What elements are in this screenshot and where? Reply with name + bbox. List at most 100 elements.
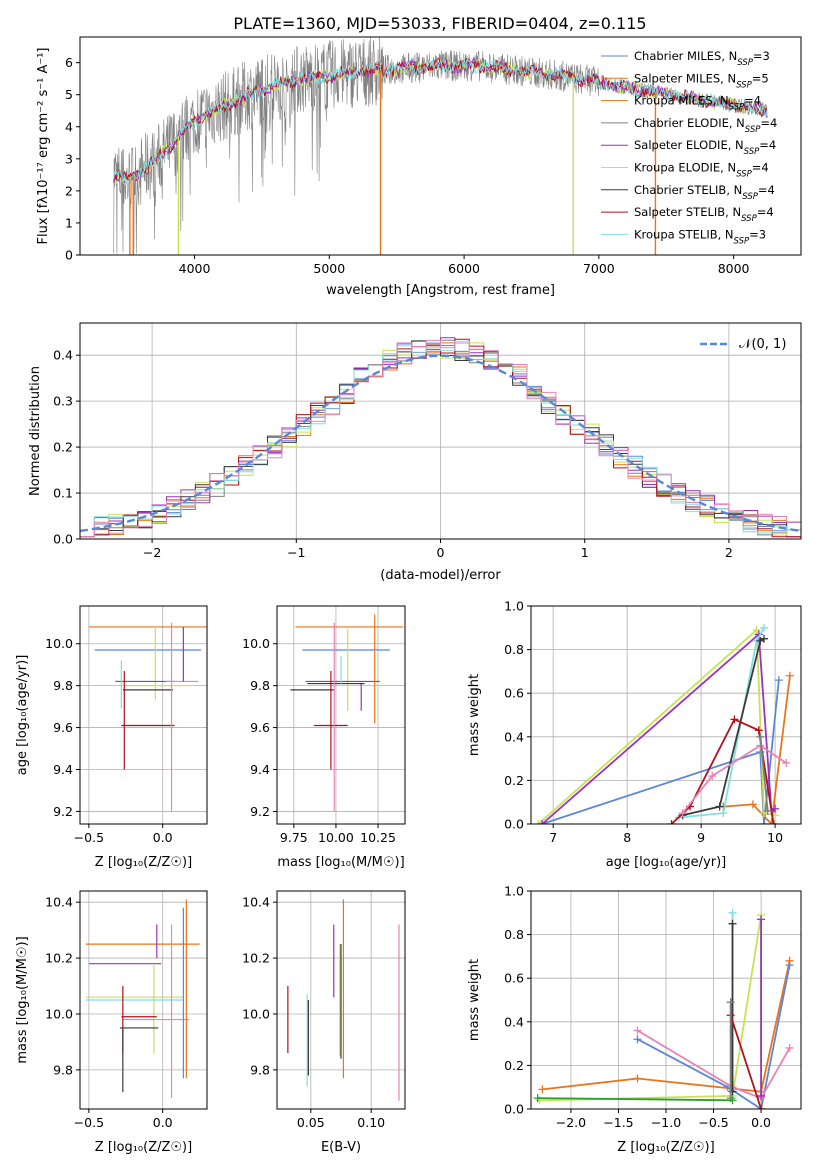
weight-line [678,627,765,819]
x-tick-label: −1 [287,545,305,560]
weight-line [541,632,776,824]
weight-marker [728,919,737,928]
y-tick-label: 0.0 [504,1102,524,1117]
weight-line [637,1029,791,1100]
weight-series [533,908,794,1109]
errorbars [85,899,200,1098]
y-axis-label: mass weight [467,674,482,756]
x-tick-label: 1 [581,545,589,560]
weight-vs-age-panel: 7 8 9 10 0.0 0.2 0.4 0.6 0.8 1.0 age [log₁₀(age/yr… [467,599,802,870]
weight-line [537,1097,733,1102]
x-tick-label: 8 [623,830,631,845]
x-axis-label: wavelength [Angstrom, rest frame] [326,283,555,298]
x-tick-label: −2.0 [556,1115,586,1130]
y-tick-label: 9.6 [53,720,73,735]
y-tick-label: 0.6 [504,686,524,701]
weight-marker [752,625,761,634]
y-tick-label: 0.8 [504,642,524,657]
x-tick-label: 7 [549,830,557,845]
weight-marker [633,1035,642,1044]
legend-entry: Kroupa ELODIE, NSSP=4 [634,161,769,180]
weight-marker [757,915,766,924]
weight-marker [771,804,780,813]
spectrum-traces [113,37,768,255]
spectrum-panel: 4000 5000 6000 7000 8000 0 1 2 3 4 5 6 wavelength [A… [36,36,802,298]
y-tick-label: 1 [65,215,73,230]
y-tick-label: 10.2 [45,951,73,966]
weight-marker [719,809,728,818]
axes-frame [79,605,208,825]
plot-layer: 4000 5000 6000 7000 8000 0 1 2 3 4 5 6 wavelength [A… [15,36,802,1155]
weight-line [723,675,791,824]
y-axis-label: Flux [fλ10⁻¹⁷ erg cm⁻² s⁻¹ A⁻¹] [36,48,51,245]
x-tick-label: −1.5 [603,1115,633,1130]
x-axis-label: Z [log₁₀(Z/Z☉)] [617,1140,714,1155]
y-tick-label: 9.2 [53,804,73,819]
y-tick-label: 0.0 [53,532,73,547]
weight-marker [785,961,794,970]
legend-entry: Chabrier MILES, NSSP=3 [634,49,770,68]
axes-frame [530,605,802,825]
x-tick-label: 9.75 [280,830,308,845]
histogram-panel: −2 −1 0 1 2 0.0 0.1 0.2 0.3 0.4 (data-model)/error… [28,322,802,583]
x-tick-label: 9 [697,830,705,845]
y-tick-label: 10.0 [242,1006,270,1021]
weight-marker [728,908,737,917]
y-tick-label: 6 [65,55,73,70]
figure-title: PLATE=1360, MJD=53033, FIBERID=0404, z=0… [233,14,646,33]
y-tick-label: 5 [65,87,73,102]
x-tick-label: −0.5 [74,1115,104,1130]
y-tick-label: 9.2 [250,804,270,819]
legend-entry: 𝒩(0, 1) [739,337,786,352]
y-tick-label: 9.4 [53,762,73,777]
y-tick-label: 10.2 [242,951,270,966]
weight-marker [785,1043,794,1052]
errorbars [88,622,207,812]
x-tick-label: −0.5 [698,1115,728,1130]
x-tick-label: 6000 [448,261,480,276]
x-axis-label: E(B-V) [321,1140,361,1155]
histogram-steps [80,337,801,538]
y-axis-label: age [log₁₀(age/yr)] [15,655,30,776]
weight-marker [730,715,739,724]
axes-frame [79,890,208,1110]
weight-marker [767,820,776,824]
errorbars [287,899,400,1101]
mass-vs-EBV-panel: 0.05 0.10 9.8 10.0 10.2 10.4 E(B-V) [242,890,406,1155]
weight-line [681,744,787,814]
spectrum-model-trace [113,58,768,186]
legend-entry: Kroupa STELIB, NSSP=3 [634,227,766,246]
weight-line [637,964,791,1109]
weight-marker [726,998,735,1007]
weight-line [729,1015,762,1109]
y-tick-label: 0.3 [53,394,73,409]
weight-marker [782,758,791,767]
weight-marker [708,772,717,781]
x-axis-label: Z [log₁₀(Z/Z☉)] [95,855,192,870]
weight-marker [760,820,769,824]
weight-marker [774,676,783,685]
x-axis-label: Z [log₁₀(Z/Z☉)] [95,1140,192,1155]
x-tick-label: 5000 [313,261,345,276]
axes-frame [276,890,406,1110]
y-tick-label: 9.8 [53,678,73,693]
legend-entry: Kroupa MILES, NSSP=4 [634,94,761,113]
y-axis-label: mass weight [467,959,482,1041]
y-tick-label: 4 [65,119,73,134]
x-tick-label: 10 [767,830,783,845]
x-tick-label: 0 [437,545,445,560]
x-tick-label: −0.5 [74,830,104,845]
y-tick-label: 1.0 [504,884,524,899]
y-tick-label: 0.4 [504,1014,524,1029]
axes-frame [79,36,802,256]
weight-series [534,623,794,824]
weight-marker [667,820,676,824]
x-tick-label: 0.0 [751,1115,771,1130]
x-tick-label: 10.25 [360,830,396,845]
mass-vs-Z-panel: −0.5 0.0 9.8 10.0 10.2 10.4 Z [log₁₀(Z/Z☉)] mas… [15,890,208,1155]
weight-marker [785,671,794,680]
y-tick-label: 1.0 [504,599,524,614]
weight-marker [533,1094,542,1103]
weight-line [541,680,780,824]
age-vs-mass-panel: 9.75 10.00 10.25 9.2 9.4 9.6 9.8 10.0 mass [log₁… [242,605,406,870]
